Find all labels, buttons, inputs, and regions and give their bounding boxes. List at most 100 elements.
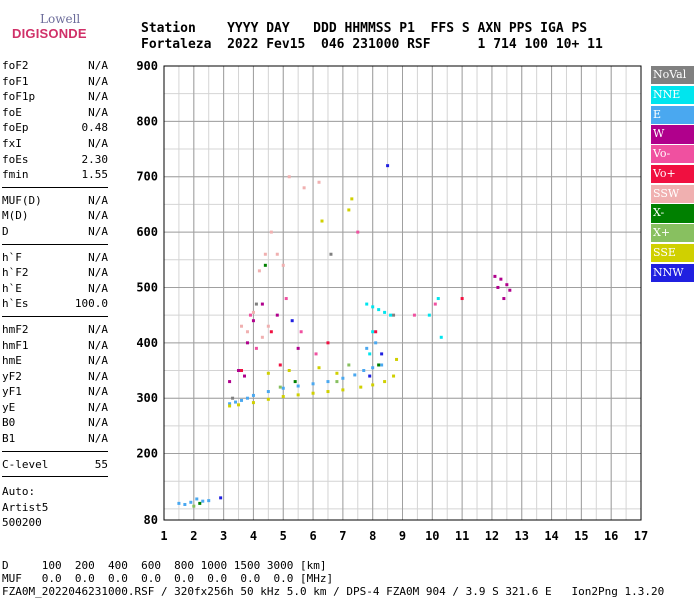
data-point	[237, 403, 241, 407]
data-point	[436, 297, 440, 301]
param-value: N/A	[88, 369, 108, 383]
param-value: N/A	[88, 105, 108, 119]
data-point	[275, 252, 279, 256]
data-point	[380, 352, 384, 356]
data-point	[368, 352, 372, 356]
param-row: MUF(D) N/A	[2, 193, 108, 209]
param-value: N/A	[88, 209, 108, 223]
data-point	[383, 380, 387, 384]
direction-legend: NoVal NNE E W Vo- Vo+ SSW X- X+ SSE NNW	[651, 66, 694, 284]
data-point	[242, 374, 246, 378]
param-row: C-level 55	[2, 457, 108, 473]
data-point	[290, 319, 294, 323]
param-row: fmin 1.55	[2, 167, 108, 183]
auto-software: Artist5	[2, 501, 49, 514]
param-value: N/A	[88, 193, 108, 207]
data-point	[281, 263, 285, 267]
data-point	[317, 366, 321, 370]
data-point	[392, 374, 396, 378]
param-name: foF2	[2, 59, 29, 72]
data-point	[263, 263, 267, 267]
data-point	[347, 208, 351, 212]
data-point	[365, 346, 369, 350]
data-point	[412, 313, 416, 317]
data-point	[251, 310, 255, 314]
param-name: M(D)	[2, 209, 29, 223]
param-separator	[2, 450, 108, 455]
data-point	[195, 497, 199, 501]
data-point	[257, 269, 261, 273]
data-point	[251, 401, 255, 405]
data-point	[374, 330, 378, 334]
footer-file-info: FZA0M_2022046231000.RSF / 320fx256h 50 k…	[2, 585, 665, 598]
auto-label: Auto:	[2, 485, 36, 498]
data-point	[231, 396, 235, 400]
param-name: fxI	[2, 136, 22, 150]
data-point	[433, 302, 437, 306]
data-point	[371, 366, 375, 370]
scaled-parameters-panel: foF2 N/A foF1 N/A foF1p N/A foE N/A foEp 0.48 fxI N…	[2, 58, 108, 482]
data-point	[260, 302, 264, 306]
param-row: D N/A	[2, 224, 108, 240]
y-tick-label: 500	[136, 280, 158, 294]
x-tick-label: 17	[634, 529, 648, 543]
data-point	[177, 501, 181, 505]
data-point	[281, 386, 285, 390]
data-point	[392, 313, 396, 317]
data-point	[207, 499, 211, 503]
param-row: foEp 0.48	[2, 120, 108, 136]
param-name: foEs	[2, 152, 29, 166]
data-point	[371, 305, 375, 309]
y-tick-label: 400	[136, 336, 158, 350]
x-tick-label: 16	[604, 529, 618, 543]
data-point	[240, 369, 244, 373]
param-value: N/A	[88, 354, 108, 368]
data-point	[380, 363, 384, 367]
param-name: yF1	[2, 385, 22, 399]
x-tick-label: 8	[369, 529, 376, 543]
data-point	[377, 363, 381, 367]
param-value: N/A	[88, 400, 108, 414]
data-point	[374, 341, 378, 345]
lowell-digisonde-logo: Lowell DIGISONDE	[6, 6, 87, 44]
param-name: B0	[2, 416, 16, 430]
data-point	[228, 402, 232, 406]
param-row: h`Es 100.0	[2, 296, 108, 312]
legend-item: X-	[651, 204, 694, 223]
data-point	[278, 363, 282, 367]
data-point	[284, 297, 288, 301]
y-tick-label: 900	[136, 59, 158, 73]
x-tick-label: 12	[485, 529, 499, 543]
param-value: N/A	[88, 74, 108, 88]
data-point	[278, 385, 282, 389]
param-row: yF1 N/A	[2, 384, 108, 400]
data-point	[296, 393, 300, 397]
param-value: N/A	[88, 416, 108, 430]
param-row: hmE N/A	[2, 353, 108, 369]
x-tick-label: 7	[339, 529, 346, 543]
param-row: foF1p N/A	[2, 89, 108, 105]
data-point	[240, 324, 244, 328]
param-separator	[2, 476, 108, 480]
data-point	[341, 376, 345, 380]
data-point	[228, 380, 232, 384]
param-row: h`F N/A	[2, 250, 108, 266]
param-value: 1.55	[81, 168, 109, 182]
data-point	[341, 388, 345, 392]
param-value: 0.48	[81, 121, 109, 135]
data-point	[266, 397, 270, 401]
data-point	[287, 175, 291, 179]
data-point	[395, 357, 399, 361]
legend-item: E	[651, 105, 694, 124]
data-point	[335, 380, 339, 384]
data-point	[275, 313, 279, 317]
param-name: foEp	[2, 121, 29, 135]
data-point	[266, 371, 270, 375]
param-value: N/A	[88, 432, 108, 446]
data-point	[371, 383, 375, 387]
data-point	[198, 501, 202, 505]
data-point	[362, 369, 366, 373]
param-name: foF1	[2, 74, 29, 88]
data-point	[326, 380, 330, 384]
